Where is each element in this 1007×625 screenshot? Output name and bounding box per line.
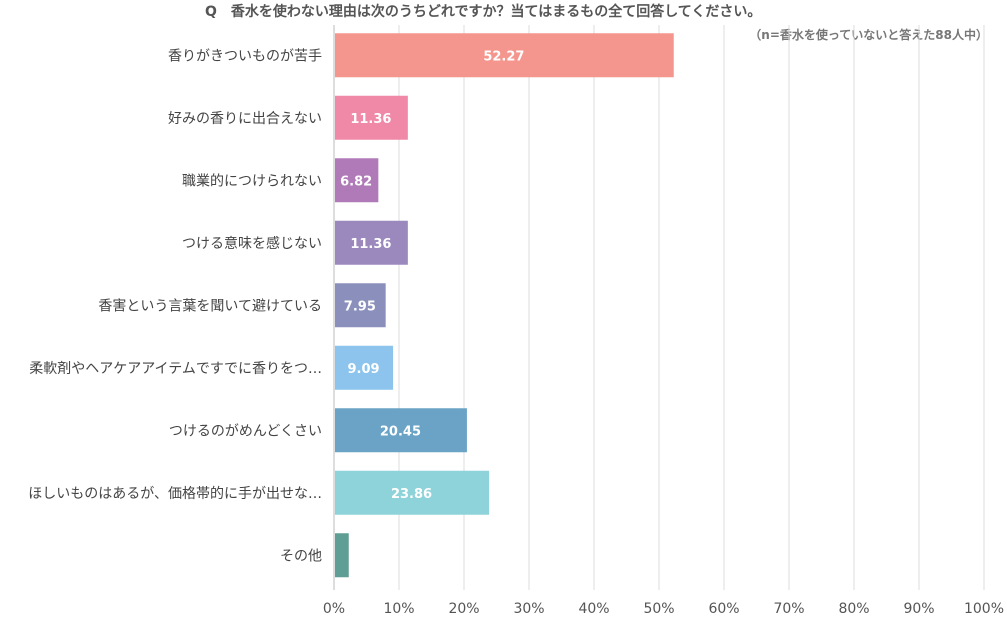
- bar: [335, 220, 408, 265]
- category-label: 香りがきついものが苦手: [168, 48, 322, 64]
- x-tick-label: 100%: [964, 601, 1004, 617]
- category-label: その他: [280, 548, 322, 564]
- bar: [335, 470, 490, 515]
- category-label: 職業的につけられない: [182, 173, 322, 189]
- x-tick-label: 20%: [448, 601, 479, 617]
- category-label: つける意味を感じない: [182, 235, 322, 252]
- x-tick-label: 0%: [323, 601, 345, 617]
- x-tick-label: 80%: [838, 601, 869, 617]
- bar: [335, 345, 394, 390]
- category-label: 香害という言葉を聞いて避けている: [98, 298, 322, 314]
- x-axis-tick-labels: 0% 10% 20% 30% 40% 50% 60% 70% 80% 90% 100%: [323, 601, 1004, 617]
- data-label: 9.09: [348, 362, 380, 377]
- sample-size-note: （n=香水を使っていないと答えた88人中）: [749, 27, 988, 42]
- chart-title: Q 香水を使わない理由は次のうちどれですか？当てはまるもの全て回答してください。: [205, 3, 761, 20]
- bar: [335, 95, 408, 140]
- bar: [335, 533, 349, 578]
- x-tick-label: 60%: [708, 601, 739, 617]
- x-tick-label: 10%: [383, 601, 414, 617]
- bar: [335, 283, 386, 328]
- data-label: 6.82: [340, 174, 372, 189]
- x-tick-label: 30%: [513, 601, 544, 617]
- data-label: 7.95: [344, 299, 376, 314]
- category-label: 好みの香りに出合えない: [168, 111, 322, 127]
- x-tick-label: 50%: [643, 601, 674, 617]
- bars: 52.27 11.36 6.82 11.36 7.95 9.09 20.45 23.86: [335, 33, 674, 578]
- data-label: 11.36: [350, 237, 391, 252]
- category-labels: 香りがきついものが苦手好みの香りに出合えない職業的につけられないつける意味を感じ…: [28, 48, 322, 564]
- category-label: 柔軟剤やヘアケアアイテムですでに香りをつ…: [29, 361, 322, 377]
- bar: [335, 408, 467, 453]
- bar: [335, 33, 674, 78]
- category-label: つけるのがめんどくさい: [169, 423, 322, 439]
- x-tick-label: 40%: [578, 601, 609, 617]
- x-tick-label: 90%: [903, 601, 934, 617]
- bar: [335, 158, 379, 203]
- x-tick-label: 70%: [773, 601, 804, 617]
- data-label: 52.27: [483, 49, 524, 64]
- category-label: ほしいものはあるが、価格帯的に手が出せな…: [28, 486, 322, 502]
- data-label: 23.86: [391, 487, 432, 502]
- data-label: 11.36: [350, 112, 391, 127]
- data-label: 20.45: [380, 424, 421, 439]
